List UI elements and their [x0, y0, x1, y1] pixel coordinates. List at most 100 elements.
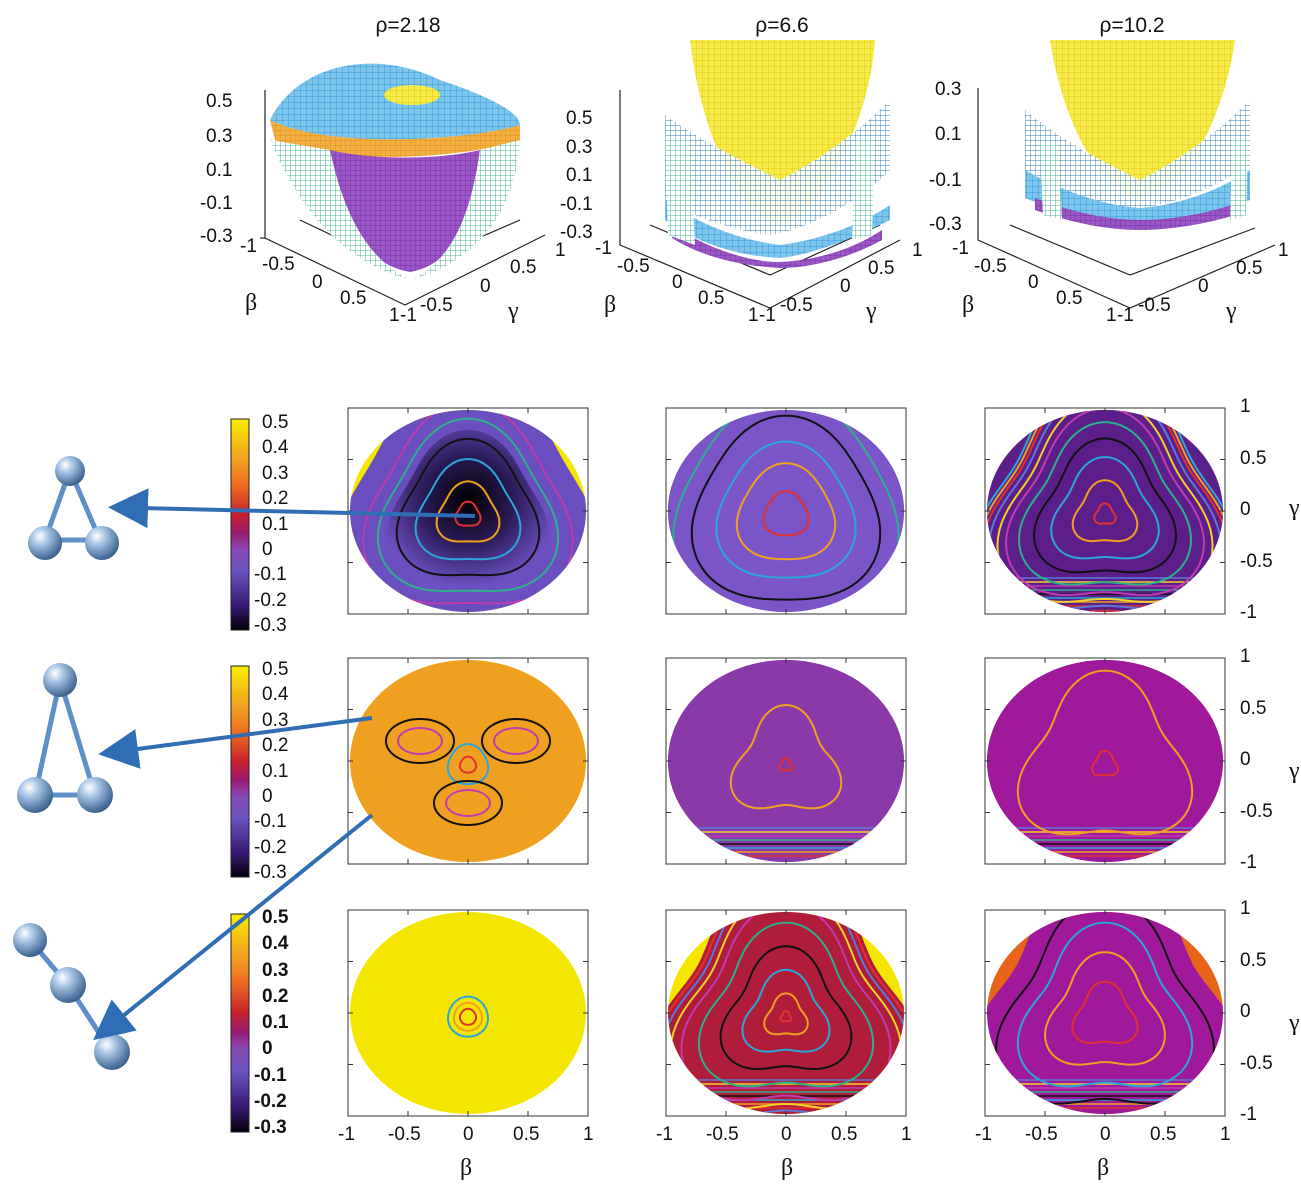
x-tick: 1: [901, 1124, 912, 1145]
colorbar-tick: -0.2: [254, 589, 287, 611]
gamma-tick: 0: [1198, 276, 1209, 297]
colorbar-tick: 0: [262, 538, 273, 560]
contour-panel-r1-c3: [984, 407, 1226, 615]
beta-tick: -0.5: [974, 256, 1007, 277]
colorbar-tick: -0.1: [254, 1064, 287, 1086]
gamma-axis-label: γ: [866, 298, 877, 324]
contour-panel-r2-c3: [984, 657, 1226, 865]
arrow-2: [98, 716, 373, 769]
x-tick: -0.5: [388, 1124, 421, 1145]
colorbar-tick: 0.5: [262, 412, 289, 433]
surface-3-blue-ridge: [1025, 100, 1250, 208]
molecule-triangle-small: [28, 456, 119, 560]
molecule-chain: [13, 923, 130, 1070]
contour-grid: [13, 407, 1226, 1133]
x-tick: 0: [781, 1124, 792, 1145]
surface-3-green-right: [1230, 140, 1248, 220]
z-tick: 0.1: [935, 124, 962, 145]
surface-1-green-left: [270, 140, 410, 280]
colorbar-tick: 0: [262, 1038, 273, 1060]
x-tick: 1: [1220, 1124, 1231, 1145]
gamma-tick: 0: [840, 276, 851, 297]
colorbar-tick: 0.4: [262, 933, 289, 955]
z-tick: -0.3: [200, 226, 233, 247]
contour-panel-r1-c1: [347, 407, 589, 615]
colorbar-tick: 0.2: [262, 735, 289, 757]
contour-panel-r2-c2: [665, 657, 907, 865]
y-tick: -1: [1240, 1104, 1257, 1125]
gamma-axis-label: γ: [1226, 298, 1237, 324]
contour-panel-r3-c1: [347, 909, 589, 1117]
gamma-tick: 1: [555, 240, 566, 261]
z-tick: -0.3: [560, 222, 593, 243]
colorbar-tick: 0.2: [262, 985, 289, 1007]
gamma-tick: -1: [400, 305, 417, 326]
beta-tick: 1: [748, 305, 759, 326]
surface-2-purple-base: [672, 225, 882, 268]
gamma-tick: -0.5: [1138, 295, 1171, 316]
colorbar-1: [230, 418, 250, 631]
x-tick: -1: [338, 1124, 355, 1145]
x-tick: 0: [463, 1124, 474, 1145]
beta-axis-label: β: [604, 292, 617, 318]
gamma-tick: -0.5: [780, 295, 813, 316]
colorbar-tick: 0.4: [262, 437, 289, 459]
beta-axis-label: β: [245, 290, 258, 316]
colorbar-tick: 0.5: [262, 659, 289, 680]
z-tick: -0.1: [560, 194, 593, 215]
surface-1-yellow-cap: [384, 85, 440, 105]
colorbar-tick: 0.5: [262, 907, 289, 928]
surface-1-orange-rim: [270, 120, 520, 157]
gamma-tick: 0.5: [510, 257, 537, 278]
gamma-tick: 1: [912, 240, 923, 261]
surface-3-green-left: [1040, 145, 1062, 220]
arrow-1: [108, 488, 476, 529]
beta-tick: 0: [672, 272, 683, 293]
surface-2-green-right: [852, 140, 875, 240]
z-tick: 0.3: [566, 137, 593, 158]
colorbar-tick: -0.3: [254, 615, 287, 636]
z-tick: -0.3: [929, 214, 962, 235]
beta-tick: 0.5: [1056, 288, 1083, 309]
y-tick: -0.5: [1240, 800, 1273, 822]
y-tick: 0.5: [1240, 949, 1267, 971]
colorbar-tick: -0.3: [254, 1117, 287, 1138]
x-tick: 1: [583, 1124, 594, 1145]
colorbar-tick: 0.1: [262, 760, 289, 782]
gamma-tick: 1: [1278, 240, 1289, 261]
beta-tick: 1: [389, 305, 400, 326]
colorbar-tick: 0.1: [262, 1012, 289, 1033]
gamma-tick: 0.5: [868, 258, 895, 279]
z-tick: 0.5: [566, 108, 593, 129]
x-tick: -1: [656, 1124, 673, 1145]
contour-panel-r3-c2: [665, 909, 907, 1117]
beta-tick: 1: [1106, 305, 1117, 326]
surface-title-2: ρ=6.6: [755, 14, 809, 37]
z-tick: 0.1: [566, 165, 593, 186]
colorbar-tick: 0: [262, 785, 273, 807]
gamma-tick: -1: [759, 305, 776, 326]
surface-2-green-left: [665, 140, 695, 245]
gamma-label-row1: γ: [1289, 495, 1300, 521]
beta-tick: 0: [312, 272, 323, 293]
z-tick: -0.1: [200, 193, 233, 214]
z-tick: 0.3: [935, 79, 962, 100]
beta-label-col3: β: [1097, 1155, 1110, 1181]
surface-title-3: ρ=10.2: [1099, 14, 1165, 37]
gamma-axis-label: γ: [508, 298, 519, 324]
gamma-label-row2: γ: [1289, 758, 1300, 784]
contour-panel-r1-c2: [665, 407, 907, 615]
x-tick: -0.5: [706, 1124, 739, 1145]
colorbar-tick: -0.2: [254, 1090, 287, 1112]
y-tick: 1: [1240, 898, 1251, 919]
y-tick: -1: [1240, 852, 1257, 873]
gamma-tick: -0.5: [420, 295, 453, 316]
beta-tick: 0: [1028, 272, 1039, 293]
colorbar-tick: -0.1: [254, 811, 287, 833]
beta-tick: -0.5: [262, 254, 295, 275]
beta-tick: -0.5: [617, 256, 650, 277]
y-tick: 1: [1240, 646, 1251, 667]
surface-2-blue-sheet: [665, 200, 890, 258]
y-tick: -0.5: [1240, 550, 1273, 572]
x-tick: 0.5: [513, 1124, 540, 1145]
